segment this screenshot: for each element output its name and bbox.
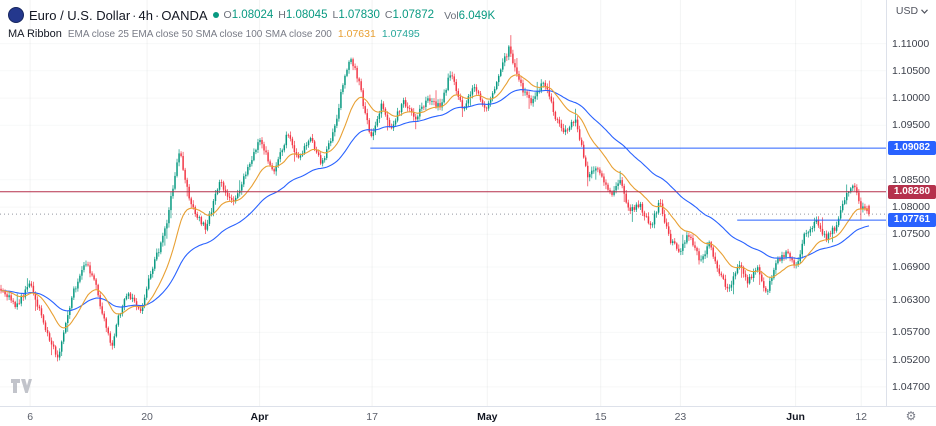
time-axis-label: 6 <box>27 411 34 423</box>
tradingview-logo[interactable] <box>10 378 32 399</box>
open-value: 1.08024 <box>231 9 274 21</box>
time-axis-label: Jun <box>786 411 805 423</box>
price-axis-label: 1.06900 <box>892 261 930 274</box>
time-axis-label: 20 <box>141 411 153 423</box>
price-axis-label: 1.10500 <box>892 64 930 77</box>
market-status-dot <box>212 12 219 18</box>
chart-pane[interactable]: Euro / U.S. Dollar · 4h · OANDA O1.08024 H1.0… <box>0 0 886 406</box>
price-axis-label: 1.09500 <box>892 119 930 132</box>
price-axis-label: 1.10000 <box>892 92 930 105</box>
chevron-down-icon <box>921 8 929 14</box>
price-axis-label: 1.06300 <box>892 293 930 306</box>
symbol-title[interactable]: Euro / U.S. Dollar · 4h · OANDA <box>29 8 208 23</box>
close-label: C <box>384 9 393 21</box>
time-axis-label: 15 <box>594 411 607 423</box>
symbol-logo-icon <box>8 7 24 23</box>
volume-display: Vol6.049K <box>444 6 495 24</box>
price-axis-label: 1.07500 <box>892 228 930 241</box>
separator-dot: · <box>154 7 160 23</box>
low-label: L <box>332 9 339 21</box>
time-axis-label: 23 <box>674 411 687 423</box>
indicator-legend[interactable]: MA Ribbon EMA close 25 EMA close 50 SMA … <box>8 28 495 40</box>
price-axis-label: 1.08500 <box>892 173 930 186</box>
time-axis-label: 12 <box>855 411 868 423</box>
price-axis-label: 1.11000 <box>892 37 930 50</box>
ma-fast-value: 1.07631 <box>337 28 376 40</box>
indicator-name: MA Ribbon <box>8 28 62 40</box>
volume-value: 6.049K <box>458 10 496 22</box>
price-level-badge[interactable]: 1.08280 <box>888 184 936 199</box>
price-axis-label: 1.04700 <box>892 380 930 393</box>
candlestick-chart[interactable] <box>0 0 886 406</box>
tradingview-logo-icon <box>11 379 32 393</box>
currency-label: USD <box>895 5 919 17</box>
close-value: 1.07872 <box>392 9 435 21</box>
time-axis-label: May <box>477 411 498 423</box>
price-axis-label: 1.08000 <box>892 201 930 214</box>
time-axis[interactable]: 6 20 Apr 17 May 15 23 Jun 12 <box>0 406 936 426</box>
ohlc-values: O1.08024 H1.08045 L1.07830 C1.07872 <box>224 9 440 21</box>
chart-legend: Euro / U.S. Dollar · 4h · OANDA O1.08024 H1.0… <box>8 6 495 40</box>
high-value: 1.08045 <box>285 9 328 21</box>
price-level-badge[interactable]: 1.09082 <box>888 141 936 156</box>
price-axis[interactable]: USD 1.11000 1.10500 1.10000 1.09500 1.08500 1… <box>886 0 936 426</box>
time-axis-label: 17 <box>366 411 378 423</box>
price-axis-label: 1.05200 <box>892 353 930 366</box>
indicator-params: EMA close 25 EMA close 50 SMA close 100 … <box>67 28 332 40</box>
currency-selector[interactable]: USD <box>887 5 936 17</box>
high-label: H <box>278 9 286 21</box>
symbol-row: Euro / U.S. Dollar · 4h · OANDA O1.08024 H1.0… <box>8 6 495 24</box>
low-value: 1.07830 <box>338 9 380 21</box>
axis-corner: ⚙ <box>886 406 936 426</box>
open-label: O <box>223 9 232 21</box>
volume-label: Vol <box>444 10 459 22</box>
price-axis-label: 1.05700 <box>892 326 930 339</box>
time-axis-label: Apr <box>250 411 269 423</box>
price-level-badge[interactable]: 1.07761 <box>888 213 936 228</box>
exchange-label: OANDA <box>161 7 208 23</box>
symbol-name: Euro / U.S. Dollar <box>29 7 131 23</box>
time-axis-labels: 6 20 Apr 17 May 15 23 Jun 12 <box>0 407 886 426</box>
interval-label: 4h <box>138 7 153 23</box>
gear-icon[interactable]: ⚙ <box>905 409 917 423</box>
ma-slow-value: 1.07495 <box>381 28 420 40</box>
separator-dot: · <box>132 7 137 23</box>
